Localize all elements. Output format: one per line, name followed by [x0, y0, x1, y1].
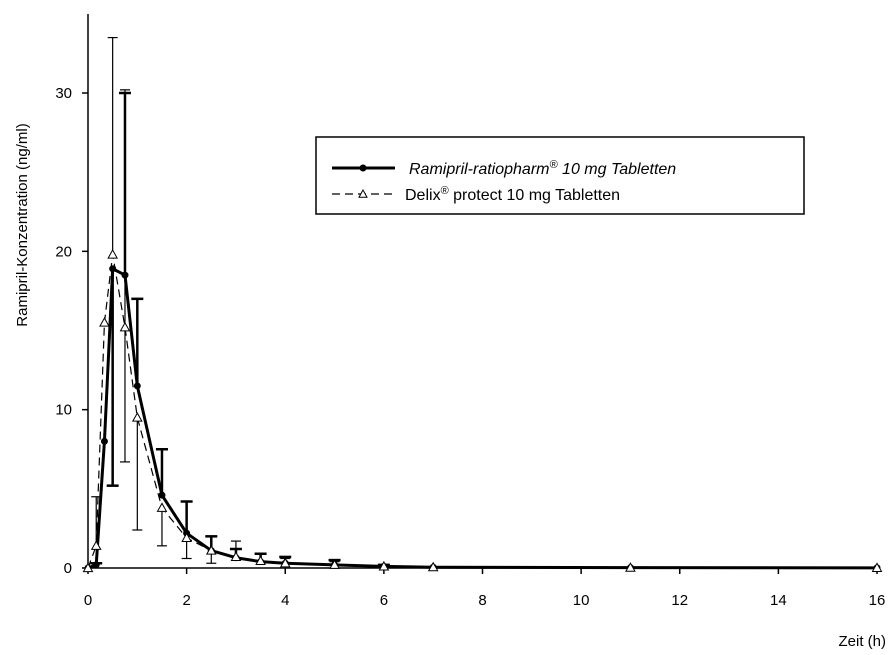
data-point — [90, 540, 102, 550]
x-tick-label: 6 — [380, 592, 388, 609]
data-point — [255, 555, 266, 565]
legend-marker — [358, 188, 368, 198]
legend-item-1: Ramipril-ratiopharm® 10 mg Tabletten — [332, 159, 676, 178]
data-point — [99, 317, 110, 327]
axes: 0 10 20 30 0 2 4 6 8 10 12 14 16 — [55, 14, 885, 609]
data-point — [205, 545, 217, 555]
x-tick-label: 12 — [671, 592, 688, 609]
data-point — [871, 562, 883, 572]
y-tick-label: 10 — [55, 402, 72, 419]
data-point — [378, 560, 390, 571]
legend-marker — [359, 164, 367, 172]
legend-label: Ramipril-ratiopharm® 10 mg Tabletten — [409, 159, 676, 178]
data-point — [100, 437, 108, 445]
data-point — [427, 561, 439, 572]
data-point — [156, 502, 168, 512]
x-tick-label: 10 — [573, 592, 590, 609]
x-tick-label: 16 — [869, 592, 886, 609]
legend-box — [315, 136, 805, 215]
data-point — [133, 382, 141, 390]
data-point — [230, 551, 242, 562]
x-tick-label: 2 — [182, 592, 190, 609]
legend-label: Delix® protect 10 mg Tabletten — [405, 185, 620, 204]
y-axis-label: Ramipril-Konzentration (ng/ml) — [14, 123, 31, 326]
series-2 — [82, 36, 883, 573]
data-point — [329, 559, 340, 569]
data-point — [181, 532, 192, 543]
series-line — [87, 267, 878, 570]
series-line — [87, 253, 878, 569]
y-tick-label: 0 — [64, 560, 72, 577]
y-tick-label: 20 — [55, 243, 72, 260]
legend-item-2: Delix® protect 10 mg Tabletten — [332, 185, 620, 204]
x-axis-label: Zeit (h) — [838, 633, 886, 650]
data-point — [279, 557, 291, 568]
y-tick-label: 30 — [55, 85, 72, 102]
x-tick-label: 4 — [281, 592, 289, 609]
x-tick-label: 0 — [84, 592, 92, 609]
data-point — [92, 561, 100, 569]
data-point — [107, 248, 119, 259]
data-point — [131, 412, 143, 422]
data-point — [82, 562, 94, 573]
x-tick-label: 14 — [770, 592, 787, 609]
data-point — [625, 562, 636, 572]
legend: Ramipril-ratiopharm® 10 mg Tabletten Deli… — [315, 136, 805, 215]
x-tick-label: 8 — [478, 592, 486, 609]
series-layer — [82, 36, 883, 573]
data-point — [158, 491, 166, 499]
data-point — [119, 321, 131, 332]
